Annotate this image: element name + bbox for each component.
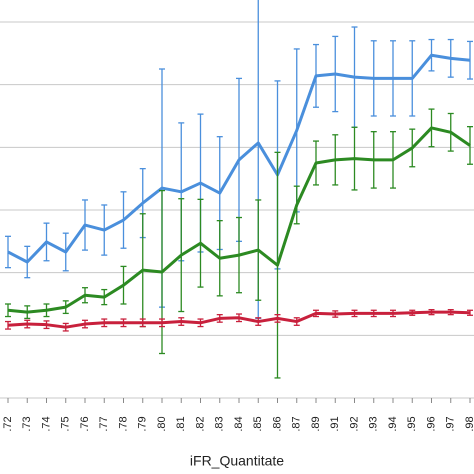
x-tick-label: .84 <box>233 416 245 431</box>
x-tick-label: .97 <box>445 416 457 431</box>
series-line <box>7 310 471 329</box>
x-tick-label: .96 <box>425 416 437 431</box>
x-tick-label: .80 <box>156 416 168 431</box>
series-line <box>7 126 471 314</box>
x-axis-label: iFR_Quantitate <box>190 453 284 469</box>
x-tick-label: .93 <box>368 416 380 431</box>
x-tick-label: .87 <box>291 416 303 431</box>
x-tick-label: .92 <box>348 416 360 431</box>
x-tick-label: .76 <box>79 416 91 431</box>
x-tick-label: .74 <box>40 416 52 431</box>
x-tick-label: .82 <box>194 416 206 431</box>
x-tick-label: .85 <box>252 416 264 431</box>
x-tick-label: .98 <box>464 416 474 431</box>
x-tick-label: .86 <box>271 416 283 431</box>
x-tick-label: .78 <box>117 416 129 431</box>
x-tick-label: .81 <box>175 416 187 431</box>
x-tick-label: .72 <box>2 416 14 431</box>
x-tick-label: .91 <box>329 416 341 431</box>
x-tick-label: .95 <box>406 416 418 431</box>
x-tick-label: .77 <box>98 416 110 431</box>
series-line <box>7 53 471 264</box>
x-tick-label: .89 <box>310 416 322 431</box>
x-tick-label: .83 <box>214 416 226 431</box>
x-tick-label: .73 <box>21 416 33 431</box>
x-tick-label: .75 <box>60 416 72 431</box>
x-tick-label: .94 <box>387 416 399 431</box>
x-tick-label: .79 <box>137 416 149 431</box>
